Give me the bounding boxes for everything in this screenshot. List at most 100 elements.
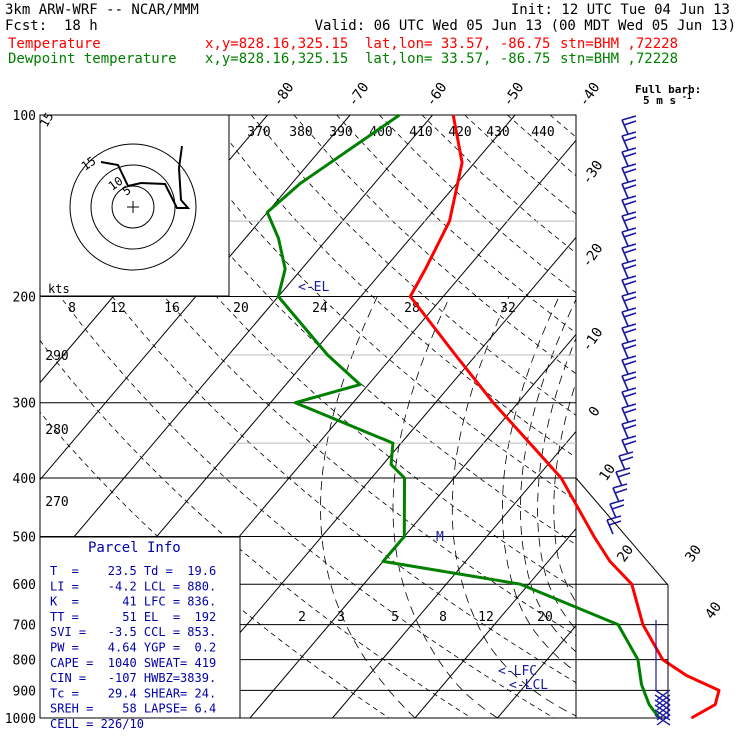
pressure-label-900: 900: [13, 684, 36, 699]
wind-barb-flag: [623, 280, 637, 286]
dry-adiabat: [721, 115, 740, 731]
parcel-info-frame: [39, 536, 241, 719]
hodograph-ring-15: [69, 143, 197, 271]
isotherm-label: 20: [614, 542, 637, 565]
wind-barb-staff: [621, 135, 629, 151]
full-barb-unit-sup: -1: [682, 92, 692, 101]
isotherm-label: -10: [579, 325, 607, 355]
wind-barb-flag: [621, 179, 637, 185]
isotherm-label: 0: [586, 404, 604, 420]
parcel-info-row: CELL = 226/10: [50, 717, 144, 731]
pressure-label-300: 300: [13, 397, 36, 412]
wind-barb-flag: [621, 275, 637, 281]
wind-barb-staff: [606, 519, 614, 535]
hodograph-inset: 5 10 15 15 kts: [37, 110, 230, 297]
wind-barb-flag: [621, 435, 637, 441]
theta-label: 440: [531, 125, 554, 140]
wind-barb-flag: [621, 323, 637, 329]
wind-barb-flag: [623, 328, 637, 334]
parcel-info-row: LI = -4.2 LCL = 880.: [50, 579, 216, 593]
wind-barb-flag: [623, 120, 637, 126]
parcel-info-title: Parcel Info: [88, 540, 181, 556]
full-barb-line2: 5 m s: [643, 94, 676, 107]
wind-barb-staff: [621, 263, 629, 279]
pressure-label-400: 400: [13, 472, 36, 487]
wind-barb-flag: [611, 504, 625, 510]
pressure-label-200: 200: [13, 291, 36, 306]
wind-barb-flag: [623, 344, 637, 350]
dry-adiabat: [678, 115, 740, 731]
parcel-info-row: K = 41 LFC = 836.: [50, 595, 216, 609]
isotherm-label: 30: [682, 542, 705, 565]
wind-barb-flag: [621, 259, 637, 265]
wind-barb-staff: [621, 423, 629, 439]
isotherm: [249, 333, 576, 718]
hodograph-trace: [100, 145, 191, 209]
isotherm-label: -40: [576, 80, 604, 110]
wind-barb-staff: [621, 231, 629, 247]
wind-barb-staff: [621, 183, 629, 199]
parcel-info-row: SREH = 58 LAPSE= 6.4: [50, 702, 216, 716]
theta-label: 400: [369, 125, 392, 140]
wind-barb-staff: [621, 359, 629, 375]
dry-adiabat: [40, 339, 473, 718]
lfc-marker: <-LFC: [498, 664, 537, 679]
moist-adiabat: [320, 296, 416, 718]
wind-barb-staff: [621, 247, 629, 263]
hodograph-ring-5: [111, 185, 155, 229]
hodograph-ring-label-10: 10: [106, 174, 126, 194]
dew-legend-xy: x,y=828.16,325.15: [205, 51, 349, 67]
wind-barbs: [575, 115, 671, 726]
pressure-label-500: 500: [13, 530, 36, 545]
hodograph-kts-label: kts: [48, 282, 70, 296]
full-barb-legend: Full barb: 5 m s -1: [635, 83, 701, 107]
dry-adiabat: [336, 115, 576, 334]
wind-barb-flag: [623, 424, 637, 430]
temperature-line: [408, 114, 721, 720]
wind-barb-staff: [621, 407, 629, 423]
wind-barb-flag: [623, 392, 637, 398]
theta-label: 370: [247, 125, 270, 140]
isotherm: [414, 527, 576, 718]
barb-panel-edge: [575, 477, 669, 718]
hodograph-speed-label: 28: [404, 301, 420, 316]
isotherm: [663, 115, 740, 718]
wind-barb-staff: [618, 455, 626, 471]
isotherm-label: -70: [345, 80, 373, 110]
isotherm-label: -30: [579, 158, 607, 188]
parcel-info-row: SVI = -3.5 CCL = 853.: [50, 625, 216, 639]
hodograph-speed-label: 12: [110, 301, 126, 316]
dew-legend-stn: stn=BHM ,72228: [560, 51, 679, 67]
wind-barb-low: [656, 714, 671, 726]
wind-barb-staff: [621, 311, 629, 327]
wind-barb-staff: [621, 215, 629, 231]
series-layer: <-EL <-LFC<-LCL M: [265, 113, 721, 720]
theta-label: 290: [45, 349, 68, 364]
temp-legend-xy: x,y=828.16,325.15: [205, 36, 349, 52]
hodograph-speed-label: 16: [164, 301, 180, 316]
moist-adiabat: [537, 337, 576, 631]
wind-barb-flag: [623, 184, 637, 190]
wind-barb-flag: [623, 200, 637, 206]
isotherm: [580, 115, 740, 718]
model-title: 3km ARW-WRF -- NCAR/MMM: [5, 2, 199, 18]
wind-barb-staff: [609, 503, 617, 519]
wind-barb-flag: [618, 451, 634, 457]
wind-barb-staff: [615, 471, 623, 487]
wind-barb-flag: [621, 419, 637, 425]
parcel-info-row: CAPE = 1040 SWEAT= 419: [50, 656, 216, 670]
lcl-marker: <-LCL: [509, 678, 548, 693]
wind-barb-flag: [612, 483, 628, 489]
wind-barb-flag: [623, 232, 637, 238]
wind-barb-staff: [621, 199, 629, 215]
isotherm-label: -50: [500, 80, 528, 110]
theta-label: 390: [329, 125, 352, 140]
moist-adiabat: [553, 381, 576, 603]
theta-label: 420: [448, 125, 471, 140]
theta-label: 270: [45, 495, 68, 510]
theta-label: 380: [289, 125, 312, 140]
wind-barb-flag: [621, 387, 637, 393]
